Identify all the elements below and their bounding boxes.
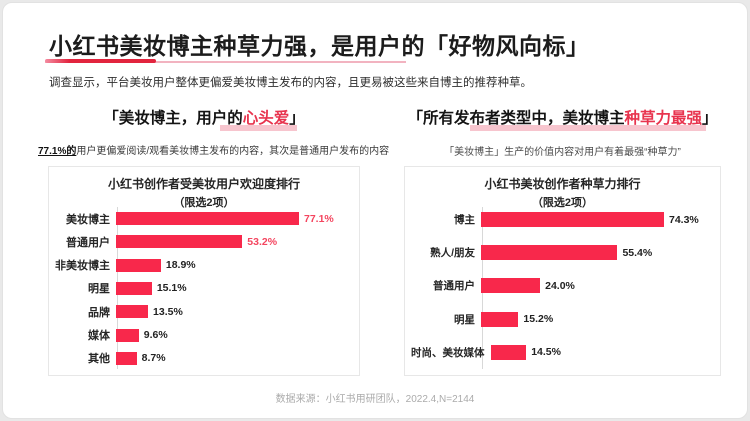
bar-row: 其他 8.7% [55, 350, 355, 366]
value-label: 55.4% [622, 246, 653, 259]
bar-row: 媒体 9.6% [55, 327, 355, 343]
value-label: 9.6% [143, 329, 168, 342]
title-underline-thick [45, 59, 156, 63]
bar [481, 212, 664, 228]
bar [116, 281, 152, 295]
bar-row: 普通用户 53.2% [55, 234, 355, 250]
value-label: 18.9% [165, 259, 196, 272]
bar-track: 53.2% [116, 235, 355, 249]
right-chart-subtitle: （限选2项） [531, 197, 594, 209]
category-label: 明星 [454, 313, 475, 326]
left-caption-text: 用户更偏爱阅读/观看美妆博主发布的内容，其次是普通用户发布的内容 [76, 146, 390, 157]
category-label: 熟人/朋友 [430, 247, 475, 260]
right-caption: 「美妆博主」生产的价值内容对用户有着最强“种草力” [444, 147, 681, 158]
bar [116, 258, 161, 272]
left-heading-highlight-text: 心头爱 [242, 110, 290, 127]
bar [116, 328, 139, 342]
left-chart-title: 小红书创作者受美妆用户欢迎度排行 [107, 177, 300, 191]
right-heading-prefix: 「所有发布者类型中，美妆博主 [407, 110, 625, 127]
bar-row: 非美妆博主 18.9% [55, 257, 355, 273]
page-title: 小红书美妆博主种草力强，是用户的「好物风向标」 [49, 33, 590, 59]
left-heading-prefix: 「美妆博主，用户的 [103, 110, 243, 127]
left-chart: 美妆博主 77.1% 普通用户 53.2% 非美妆博主 18.9% 明星 15.1% 品牌 13.… [49, 207, 355, 370]
value-label: 74.3% [669, 213, 699, 226]
value-label: 15.2% [523, 313, 554, 326]
bar [116, 235, 243, 249]
bar [116, 212, 299, 226]
category-label: 其他 [88, 353, 110, 366]
bar-track: 15.2% [481, 311, 716, 327]
right-section-heading: 「所有发布者类型中，美妆博主种草力最强」 [404, 106, 721, 128]
bar [481, 245, 618, 261]
right-chart-panel: 小红书美妆创作者种草力排行 （限选2项） 博主 74.3% 熟人/朋友 55.4% 普通… [404, 166, 721, 376]
left-chart-subtitle: （限选2项） [173, 197, 235, 209]
category-label: 非美妆博主 [55, 260, 110, 273]
bar-track: 14.5% [490, 344, 717, 360]
bar-track: 8.7% [116, 351, 355, 365]
left-caption-stat: 77.1%的 [38, 146, 77, 157]
right-chart: 博主 74.3% 熟人/朋友 55.4% 普通用户 24.0% 明星 15.2% 时尚、美妆媒体… [405, 203, 716, 369]
right-heading-highlight-text: 种草力最强 [624, 110, 702, 127]
category-label: 普通用户 [66, 236, 110, 249]
category-label: 明星 [88, 283, 110, 296]
left-heading-highlight-bar [220, 125, 297, 131]
page-subtitle: 调查显示，平台美妆用户整体更偏爱美妆博主发布的内容，且更易被这些来自博主的推荐种… [49, 77, 532, 89]
value-label: 15.1% [156, 282, 187, 295]
bar-track: 74.3% [481, 212, 716, 228]
bar-row: 明星 15.2% [411, 311, 716, 327]
bar-row: 熟人/朋友 55.4% [411, 245, 716, 261]
bar-row: 博主 74.3% [411, 212, 716, 228]
value-label: 13.5% [153, 305, 183, 318]
bar [116, 351, 137, 365]
left-section-heading: 「美妆博主，用户的心头爱」 [48, 106, 360, 128]
bar-track: 18.9% [116, 258, 355, 272]
category-label: 品牌 [88, 306, 110, 319]
bar-row: 品牌 13.5% [55, 304, 355, 320]
category-label: 普通用户 [433, 280, 475, 293]
value-label: 14.5% [531, 346, 561, 359]
category-label: 美妆博主 [66, 213, 110, 226]
bar [116, 305, 149, 319]
bar-track: 9.6% [116, 328, 355, 342]
bar-row: 美妆博主 77.1% [55, 211, 355, 227]
title-underline-thin [45, 61, 406, 63]
bar-track: 13.5% [116, 305, 355, 319]
value-label: 24.0% [545, 279, 575, 292]
category-label: 时尚、美妆媒体 [411, 346, 485, 359]
data-source-note: 数据来源：小红书用研团队，2022.4,N=2144 [275, 394, 475, 405]
bar [490, 344, 527, 360]
bar-track: 15.1% [116, 281, 355, 295]
left-heading-suffix: 」 [289, 110, 305, 127]
bar-row: 明星 15.1% [55, 280, 355, 296]
right-heading-highlight-bar [470, 125, 706, 131]
bar-row: 普通用户 24.0% [411, 278, 716, 294]
value-label: 53.2% [247, 235, 278, 248]
bar-row: 时尚、美妆媒体 14.5% [411, 344, 717, 360]
right-chart-title: 小红书美妆创作者种草力排行 [484, 177, 641, 191]
value-label: 8.7% [141, 352, 166, 365]
value-label: 77.1% [304, 212, 334, 225]
bar-track: 24.0% [481, 278, 716, 294]
left-caption: 77.1%的用户更偏爱阅读/观看美妆博主发布的内容，其次是普通用户发布的内容 [38, 142, 389, 157]
bar-track: 77.1% [116, 212, 355, 226]
bar [481, 311, 519, 327]
left-chart-panel: 小红书创作者受美妆用户欢迎度排行 （限选2项） 美妆博主 77.1% 普通用户 53.… [48, 166, 360, 376]
category-label: 博主 [454, 214, 475, 227]
right-heading-suffix: 」 [702, 110, 718, 127]
category-label: 媒体 [88, 330, 110, 343]
bar [481, 278, 541, 294]
bar-track: 55.4% [481, 245, 716, 261]
